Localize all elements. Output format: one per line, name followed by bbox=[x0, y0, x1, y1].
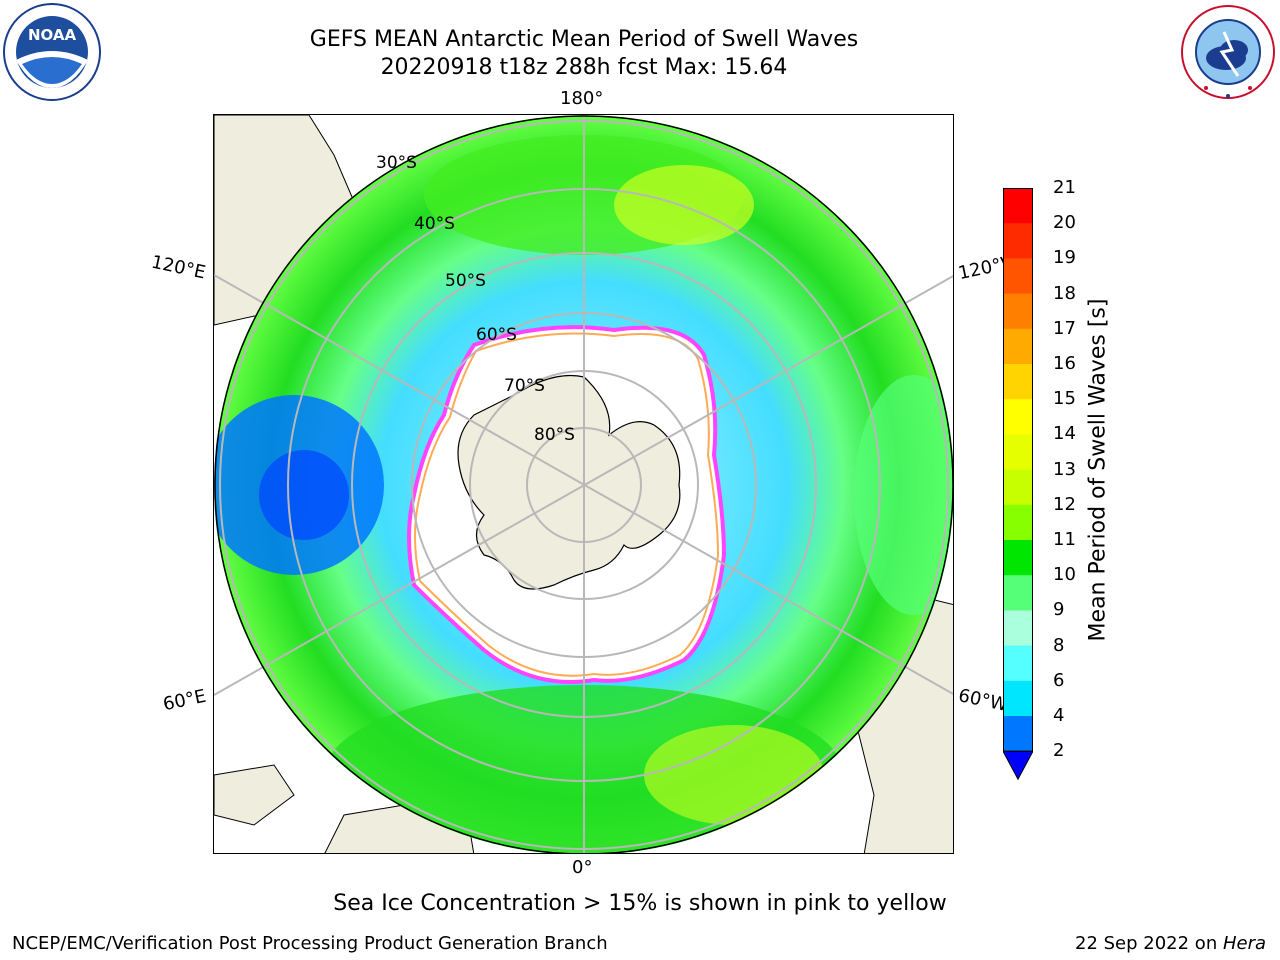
colorbar-swatch bbox=[1003, 610, 1033, 647]
colorbar-swatch bbox=[1003, 540, 1033, 576]
colorbar-tick-label: 6 bbox=[1053, 669, 1065, 691]
colorbar-swatch bbox=[1003, 258, 1033, 295]
footer-credit: NCEP/EMC/Verification Post Processing Pr… bbox=[12, 933, 608, 954]
colorbar-tick-label: 4 bbox=[1053, 705, 1065, 726]
colorbar bbox=[1002, 188, 1034, 783]
lon-label-120e: 120°E bbox=[149, 251, 208, 284]
colorbar-swatch bbox=[1003, 469, 1033, 506]
nws-logo bbox=[1178, 2, 1278, 102]
colorbar-extend-arrow bbox=[1002, 750, 1034, 781]
colorbar-tick-label: 18 bbox=[1053, 282, 1076, 304]
colorbar-tick-label: 11 bbox=[1053, 529, 1076, 550]
lat-label-40s: 40°S bbox=[414, 214, 455, 234]
colorbar-tick-label: 12 bbox=[1053, 493, 1076, 515]
colorbar-tick-label: 15 bbox=[1053, 388, 1076, 410]
chart-title: GEFS MEAN Antarctic Mean Period of Swell… bbox=[309, 27, 859, 52]
map-boundary bbox=[214, 115, 953, 853]
colorbar-tick-label: 13 bbox=[1053, 458, 1076, 480]
colorbar-swatch bbox=[1003, 364, 1033, 400]
svg-text:NOAA: NOAA bbox=[28, 26, 77, 44]
colorbar-swatch bbox=[1003, 680, 1033, 717]
lon-label-0: 0° bbox=[572, 857, 593, 878]
colorbar-tick-label: 16 bbox=[1053, 353, 1076, 374]
noaa-logo: NOAA bbox=[2, 2, 102, 102]
colorbar-tick-label: 17 bbox=[1053, 317, 1076, 339]
footer-timestamp: 22 Sep 2022 on Hera bbox=[1075, 933, 1266, 954]
colorbar-tick-label: 10 bbox=[1053, 564, 1076, 586]
lat-label-80s: 80°S bbox=[534, 425, 575, 445]
colorbar-swatch bbox=[1003, 504, 1033, 541]
colorbar-swatch bbox=[1003, 328, 1033, 365]
lat-label-60s: 60°S bbox=[476, 325, 517, 345]
lon-label-60w: 60°W bbox=[956, 685, 1010, 716]
colorbar-tick-label: 20 bbox=[1053, 212, 1076, 234]
colorbar-swatch bbox=[1003, 293, 1033, 330]
footer-host: Hera bbox=[1222, 933, 1266, 954]
lat-label-50s: 50°S bbox=[445, 271, 486, 291]
polar-map: 30°S 40°S 50°S 60°S 70°S 80°S bbox=[213, 114, 954, 854]
colorbar-label: Mean Period of Swell Waves [s] bbox=[1085, 298, 1111, 642]
colorbar-swatch bbox=[1003, 434, 1033, 471]
lat-label-30s: 30°S bbox=[376, 153, 417, 173]
colorbar-swatch bbox=[1003, 188, 1033, 224]
colorbar-tick-label: 21 bbox=[1053, 177, 1076, 198]
colorbar-swatches bbox=[1002, 188, 1034, 781]
lat-label-70s: 70°S bbox=[504, 376, 545, 396]
colorbar-swatch bbox=[1003, 645, 1033, 682]
graticule bbox=[214, 115, 953, 853]
colorbar-swatch bbox=[1003, 399, 1033, 435]
colorbar-tick-label: 8 bbox=[1053, 634, 1065, 656]
footer-date: 22 Sep 2022 on bbox=[1075, 933, 1223, 954]
colorbar-swatch bbox=[1003, 716, 1033, 752]
lon-label-180: 180° bbox=[560, 88, 604, 109]
colorbar-tick-label: 14 bbox=[1053, 423, 1076, 445]
colorbar-tick-label: 9 bbox=[1053, 599, 1065, 621]
colorbar-outline bbox=[1003, 188, 1033, 752]
lon-label-60e: 60°E bbox=[161, 685, 208, 716]
chart-subtitle: 20220918 t18z 288h fcst Max: 15.64 bbox=[380, 55, 788, 80]
colorbar-tick-label: 2 bbox=[1053, 740, 1065, 762]
colorbar-swatch bbox=[1003, 575, 1033, 611]
colorbar-swatch bbox=[1003, 223, 1033, 259]
colorbar-tick-label: 19 bbox=[1053, 247, 1076, 269]
sea-ice-note: Sea Ice Concentration > 15% is shown in … bbox=[333, 891, 947, 916]
